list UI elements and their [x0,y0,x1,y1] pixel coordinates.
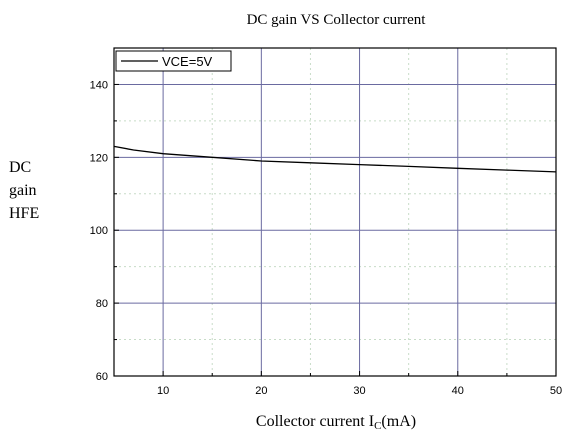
series-line-vce5v [113,145,557,173]
y-axis-label: DC gain HFE [9,159,39,222]
y-tick-label: 100 [90,225,108,237]
legend: VCE=5V [115,50,232,72]
legend-label-vce5v: VCE=5V [162,54,213,69]
major-grid [114,48,556,376]
y-tick-label: 140 [90,79,108,91]
chart-title: DC gain VS Collector current [247,12,427,28]
x-axis-label: Collector current IC(mA) [256,413,416,432]
x-tick-label: 30 [353,385,365,397]
y-tick-label: 60 [96,371,108,383]
y-tick-label: 120 [90,152,108,164]
minor-grid [113,48,556,376]
y-axis-label-line-1: DC [9,159,31,176]
x-tick-label: 50 [550,385,562,397]
y-axis-label-line-2: gain [9,182,37,199]
y-axis-label-line-3: HFE [9,205,39,222]
ticks [114,83,557,377]
tick-labels: 10 20 30 40 50 60 80 100 120 140 [90,79,562,397]
plot-frame [113,47,557,377]
series-layer [113,145,557,173]
x-tick-label: 10 [157,385,169,397]
x-axis-label-subscript: C [374,420,381,432]
x-tick-label: 20 [255,385,267,397]
legend-box [115,50,232,72]
y-tick-label: 80 [96,298,108,310]
x-axis-label-prefix: Collector current I [256,413,374,430]
x-tick-label: 40 [452,385,464,397]
x-axis-label-suffix: (mA) [381,413,416,430]
